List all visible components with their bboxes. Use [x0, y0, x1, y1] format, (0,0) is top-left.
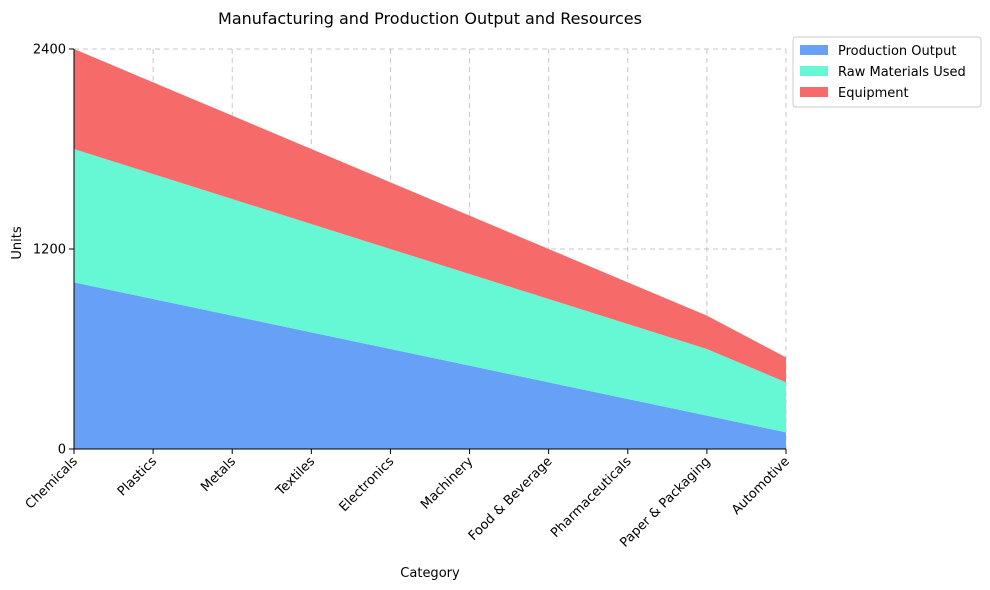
area-series-1: [74, 282, 786, 449]
x-tick-label: Automotive: [729, 454, 793, 518]
legend-label: Production Output: [838, 44, 956, 59]
legend-items: Production Output Raw Materials Used Equip…: [800, 44, 966, 101]
x-axis-label: Category: [400, 566, 460, 581]
y-axis-label: Units: [10, 226, 25, 259]
x-tick-label: Electronics: [337, 454, 398, 515]
chart-title: Manufacturing and Production Output and …: [218, 9, 642, 28]
y-tick-label: 0: [58, 443, 66, 458]
y-tick-label: 2400: [33, 43, 66, 58]
legend-swatch: [800, 87, 828, 97]
legend-box: [792, 36, 982, 108]
x-tick-label: Machinery: [418, 454, 477, 513]
x-tick-label: Pharmaceuticals: [548, 454, 635, 541]
x-tick-label: Paper & Packaging: [617, 454, 713, 550]
legend-swatch: [800, 66, 828, 76]
y-ticks: 0 1200 2400: [33, 43, 74, 458]
x-tick-label: Textiles: [273, 454, 319, 500]
x-tick-label: Plastics: [115, 454, 160, 499]
x-tick-label: Metals: [198, 454, 239, 495]
area-series-3: [74, 49, 786, 383]
x-tick-label: Chemicals: [23, 454, 81, 512]
legend: Production Output Raw Materials Used Equip…: [792, 36, 982, 108]
legend-swatch: [800, 45, 828, 55]
legend-label: Equipment: [838, 86, 909, 101]
x-tick-label: Food & Beverage: [466, 454, 556, 544]
y-tick-label: 1200: [33, 243, 66, 258]
x-ticks: Chemicals Plastics Metals Textiles Electroni…: [23, 449, 793, 551]
area-series-2: [74, 149, 786, 433]
legend-label: Raw Materials Used: [838, 65, 966, 80]
area-layer: [74, 49, 786, 449]
